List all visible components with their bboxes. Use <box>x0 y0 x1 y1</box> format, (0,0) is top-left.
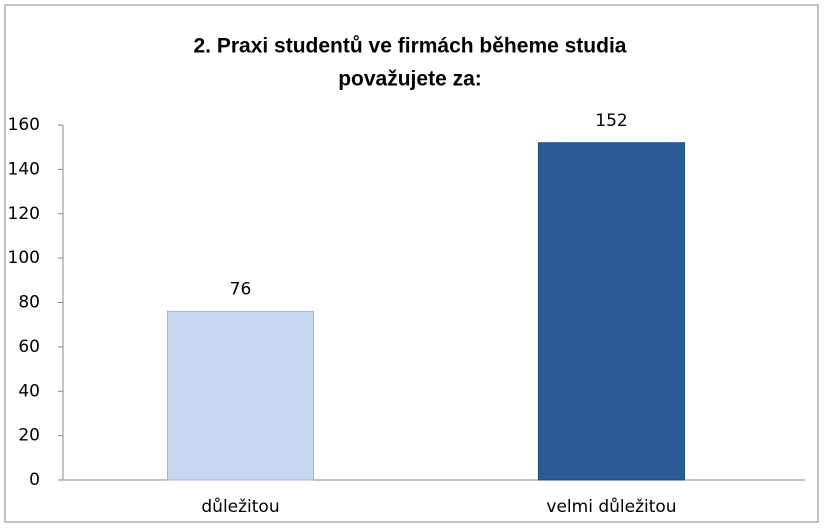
y-tick-label: 0 <box>29 470 40 490</box>
chart-title: považujete za: <box>338 68 482 91</box>
x-tick-label: velmi důležitou <box>546 497 676 517</box>
y-tick-label: 160 <box>8 115 40 135</box>
data-label: 76 <box>230 279 252 299</box>
y-tick-label: 100 <box>8 248 40 268</box>
y-tick-label: 120 <box>8 204 40 224</box>
bar <box>167 310 314 481</box>
y-tick-label: 140 <box>8 159 40 179</box>
y-tick-label: 60 <box>18 337 40 357</box>
y-tick-label: 20 <box>18 426 40 446</box>
data-label: 152 <box>595 111 627 131</box>
x-tick-label: důležitou <box>201 497 279 517</box>
y-tick-label: 40 <box>18 381 40 401</box>
chart-title: 2. Praxi studentů ve firmách běheme stud… <box>194 35 627 58</box>
bar <box>538 142 685 481</box>
y-tick-label: 80 <box>18 293 40 313</box>
